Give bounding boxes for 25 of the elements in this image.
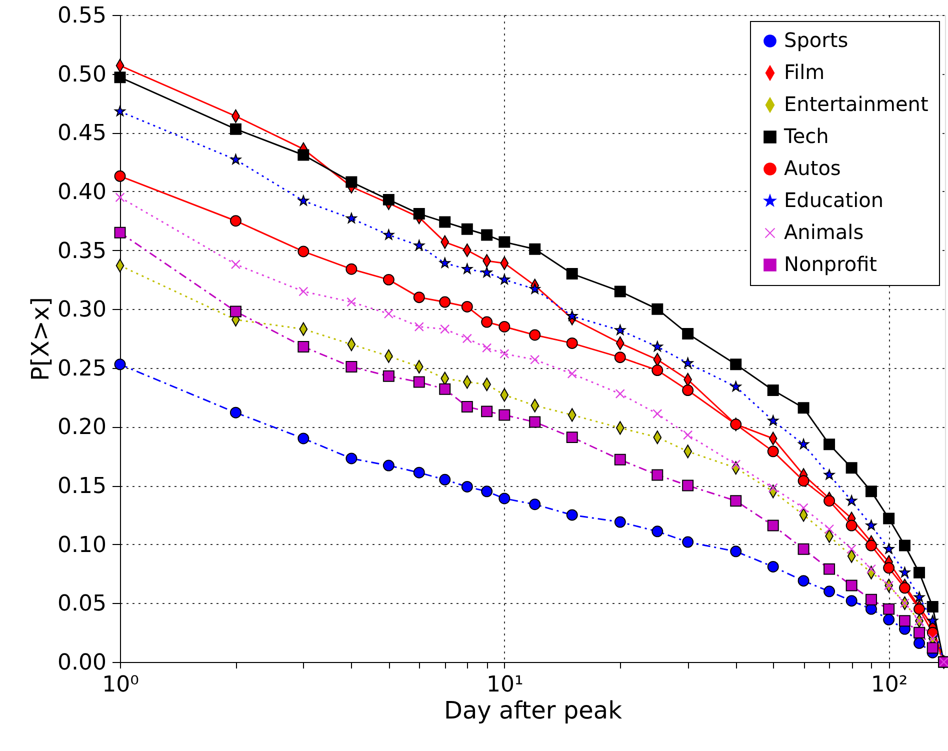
legend-label: Tech: [783, 124, 829, 148]
y-tick-label: 0.15: [58, 474, 106, 500]
legend-label: Nonprofit: [784, 252, 878, 276]
legend-label: Film: [784, 60, 825, 84]
y-tick-label: 0.50: [58, 62, 106, 88]
y-tick-label: 0.45: [58, 121, 106, 146]
y-tick-label: 0.55: [58, 4, 106, 28]
y-tick-label: 0.10: [58, 532, 106, 558]
legend-label: Animals: [784, 220, 864, 244]
x-tick-label: 10⁰: [102, 672, 140, 698]
y-tick-label: 0.05: [58, 592, 106, 617]
legend-label: Autos: [784, 156, 841, 180]
y-tick-label: 0.40: [58, 180, 106, 205]
y-tick-label: 0.00: [58, 650, 106, 676]
y-axis-title: P[X>x]: [26, 297, 55, 381]
legend-label: Sports: [784, 28, 848, 52]
y-tick-label: 0.20: [58, 415, 106, 440]
x-axis-title: Day after peak: [444, 696, 622, 724]
x-tick-label: 10²: [870, 672, 908, 698]
legend-label: Education: [784, 188, 884, 212]
y-tick-label: 0.30: [58, 298, 106, 323]
y-tick-label: 0.25: [58, 356, 106, 382]
legend-label: Entertainment: [784, 92, 928, 116]
y-tick-label: 0.35: [58, 238, 106, 264]
x-tick-label: 10¹: [486, 672, 524, 698]
